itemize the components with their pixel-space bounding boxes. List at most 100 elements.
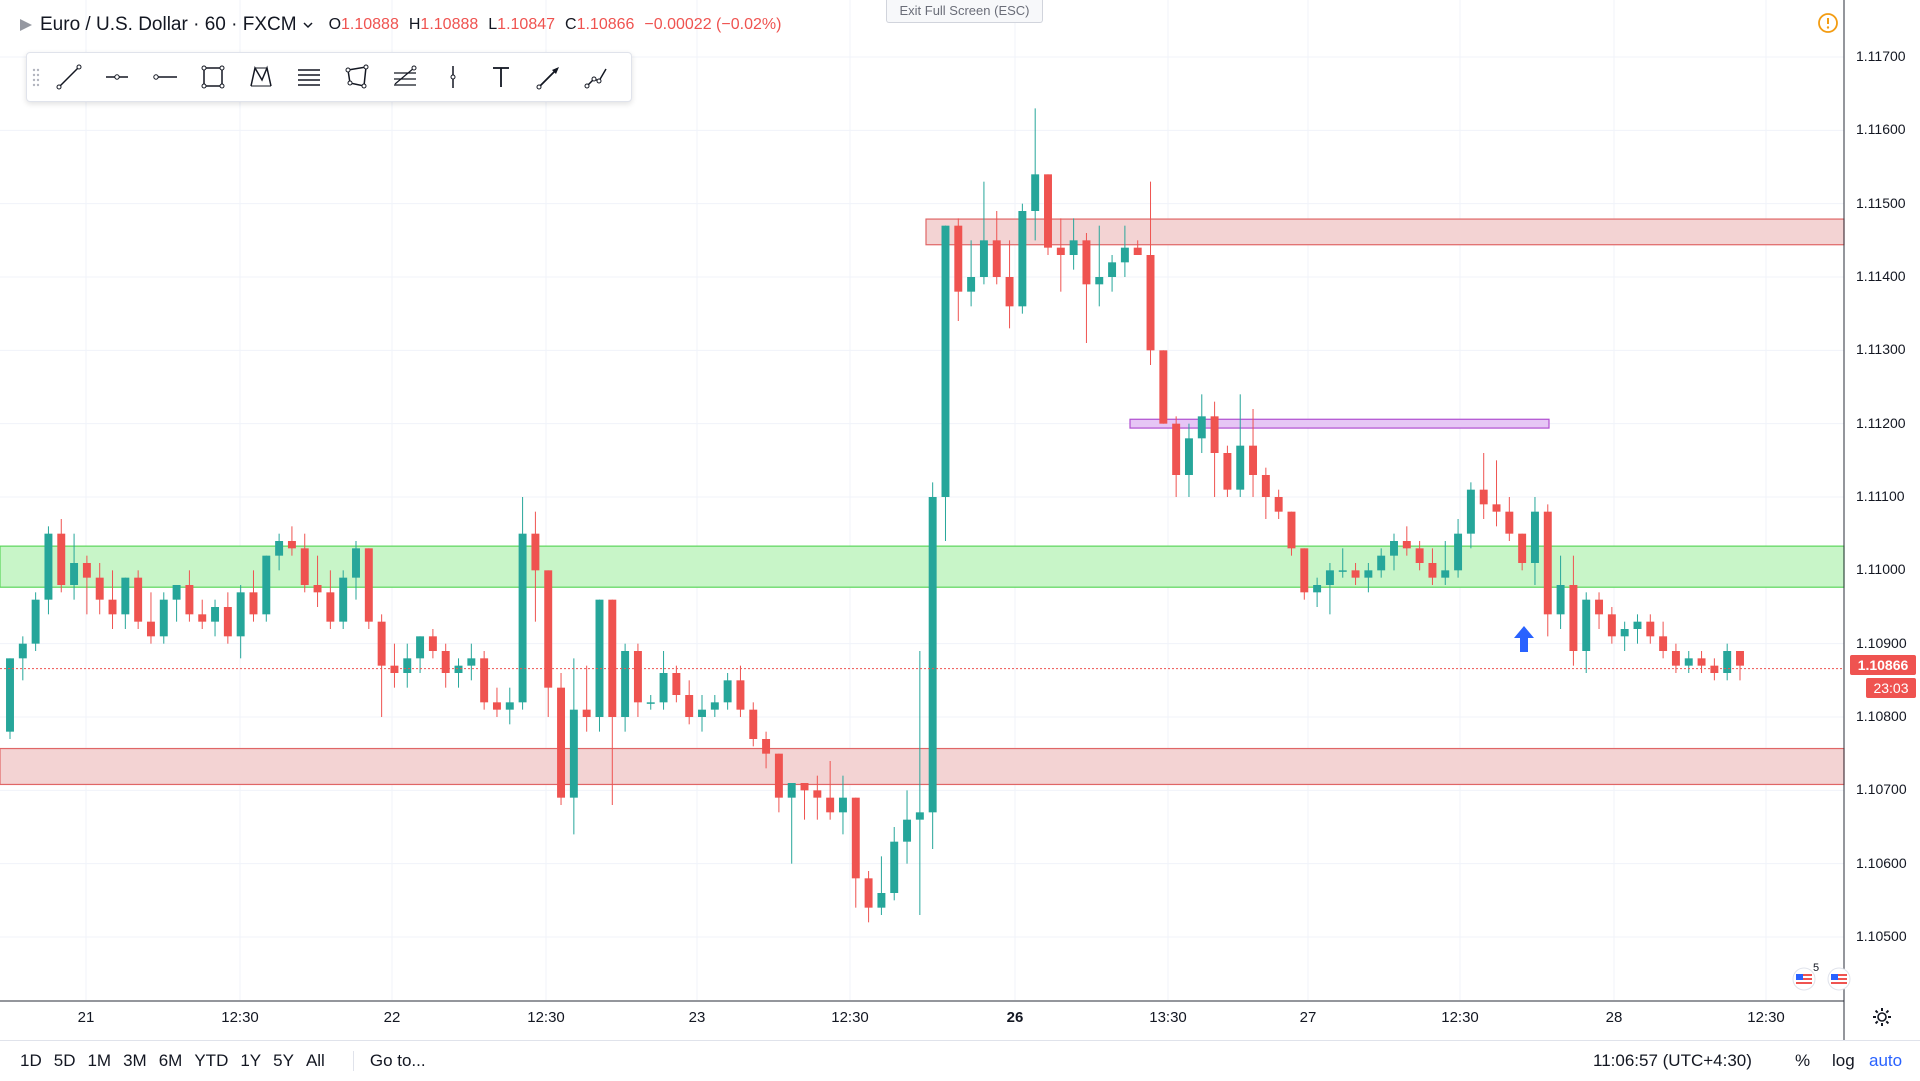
candle xyxy=(492,687,501,717)
candle xyxy=(826,761,835,820)
range-1d-button[interactable]: 1D xyxy=(20,1051,42,1070)
time-tick-label: 27 xyxy=(1299,1009,1317,1026)
candle xyxy=(1710,658,1719,681)
time-tick-label: 28 xyxy=(1605,1009,1623,1026)
candle-body xyxy=(211,607,220,622)
time-tick-label: 12:30 xyxy=(221,1009,259,1026)
rectangle-icon[interactable] xyxy=(189,53,237,101)
candle-body xyxy=(134,577,143,622)
price-change: −0.00022 (−0.02%) xyxy=(644,16,782,33)
candle xyxy=(1197,394,1206,453)
range-6m-button[interactable]: 6M xyxy=(158,1051,183,1070)
price-tick-label: 1.11700 xyxy=(1856,48,1906,64)
xabcd-pattern-icon[interactable] xyxy=(237,53,285,101)
text-icon[interactable] xyxy=(477,53,525,101)
range-1y-button[interactable]: 1Y xyxy=(240,1051,262,1070)
candle xyxy=(531,511,540,622)
candle-body xyxy=(992,240,1001,277)
flag-eu-icon[interactable] xyxy=(1826,966,1852,992)
fib-icon[interactable] xyxy=(381,53,429,101)
candle-body xyxy=(967,277,976,292)
candle-body xyxy=(1454,533,1463,571)
symbol-title[interactable]: Euro / U.S. Dollar · 60 · FXCM xyxy=(40,14,297,35)
candle xyxy=(377,614,386,717)
range-buttons: 1D 5D 1M 3M 6M YTD 1Y 5Y All xyxy=(14,1051,331,1071)
horizontal-ray-icon[interactable] xyxy=(93,53,141,101)
candle-body xyxy=(659,673,668,703)
candle xyxy=(646,695,655,710)
parallel-lines-icon[interactable] xyxy=(285,53,333,101)
price-chart[interactable] xyxy=(0,0,1920,1040)
candle-body xyxy=(403,658,412,673)
trend-line-icon[interactable] xyxy=(45,53,93,101)
candle-body xyxy=(480,658,489,703)
candle xyxy=(1646,614,1655,644)
candle xyxy=(1146,181,1155,365)
candle-body xyxy=(1736,651,1744,666)
clock-timezone[interactable]: 11:06:57 (UTC+4:30) xyxy=(1593,1051,1752,1070)
candle xyxy=(672,665,681,703)
path-icon[interactable] xyxy=(573,53,621,101)
range-all-button[interactable]: All xyxy=(305,1051,325,1070)
goto-button[interactable]: Go to... xyxy=(352,1051,426,1071)
candle-body xyxy=(1530,511,1539,563)
candle xyxy=(1620,621,1629,651)
candle xyxy=(146,592,155,644)
time-tick-label: 12:30 xyxy=(527,1009,565,1026)
candle xyxy=(787,783,796,864)
candle xyxy=(403,643,412,688)
candle-body xyxy=(826,797,835,813)
symbol-legend: Euro / U.S. Dollar · 60 · FXCM O1.10888 … xyxy=(18,11,781,39)
open-value: 1.10888 xyxy=(341,16,399,33)
candle xyxy=(134,570,143,629)
price-tick-label: 1.11400 xyxy=(1856,268,1906,284)
candle xyxy=(979,181,988,285)
horizontal-line-icon[interactable] xyxy=(141,53,189,101)
candle xyxy=(1313,577,1322,607)
candle xyxy=(95,563,104,615)
candle-body xyxy=(1684,658,1693,666)
range-3m-button[interactable]: 3M xyxy=(123,1051,147,1070)
candle xyxy=(1466,482,1475,549)
range-ytd-button[interactable]: YTD xyxy=(194,1051,229,1070)
percent-toggle[interactable]: % xyxy=(1795,1051,1811,1070)
collapse-legend-icon[interactable] xyxy=(18,17,34,33)
candle-body xyxy=(275,541,284,556)
candle-body xyxy=(505,702,514,710)
candle-body xyxy=(698,709,706,717)
candle-body xyxy=(1005,277,1014,307)
candle-body xyxy=(1172,423,1181,475)
candle-body xyxy=(864,878,873,908)
arrow-icon[interactable] xyxy=(525,53,573,101)
polygon-icon[interactable] xyxy=(333,53,381,101)
drag-handle-icon[interactable] xyxy=(27,53,45,101)
range-5d-button[interactable]: 5D xyxy=(53,1051,76,1070)
exit-fullscreen-button[interactable]: Exit Full Screen (ESC) xyxy=(886,0,1043,23)
gear-icon[interactable] xyxy=(1871,1006,1893,1028)
candle-body xyxy=(710,702,719,710)
candle xyxy=(1479,453,1488,519)
auto-toggle[interactable]: auto xyxy=(1869,1051,1903,1070)
flag-us-icon[interactable] xyxy=(1791,966,1817,992)
time-tick-label: 21 xyxy=(77,1009,95,1026)
candle xyxy=(1069,218,1078,270)
candle xyxy=(300,533,309,593)
candle xyxy=(1287,511,1296,556)
time-tick-label: 12:30 xyxy=(831,1009,869,1026)
candle-body xyxy=(685,695,694,717)
candle-body xyxy=(723,680,732,703)
candle-body xyxy=(1710,665,1719,673)
alert-icon[interactable] xyxy=(1817,12,1839,34)
chevron-down-icon[interactable] xyxy=(301,18,315,32)
candle xyxy=(1607,607,1616,644)
candle xyxy=(1723,643,1732,681)
range-1m-button[interactable]: 1M xyxy=(87,1051,112,1070)
candle-body xyxy=(736,680,745,710)
log-toggle[interactable]: log xyxy=(1832,1051,1855,1070)
vertical-line-icon[interactable] xyxy=(429,53,477,101)
candle-body xyxy=(1390,541,1398,556)
candle xyxy=(1697,651,1706,673)
candle xyxy=(1556,555,1565,629)
range-5y-button[interactable]: 5Y xyxy=(273,1051,294,1070)
candle xyxy=(275,533,284,571)
